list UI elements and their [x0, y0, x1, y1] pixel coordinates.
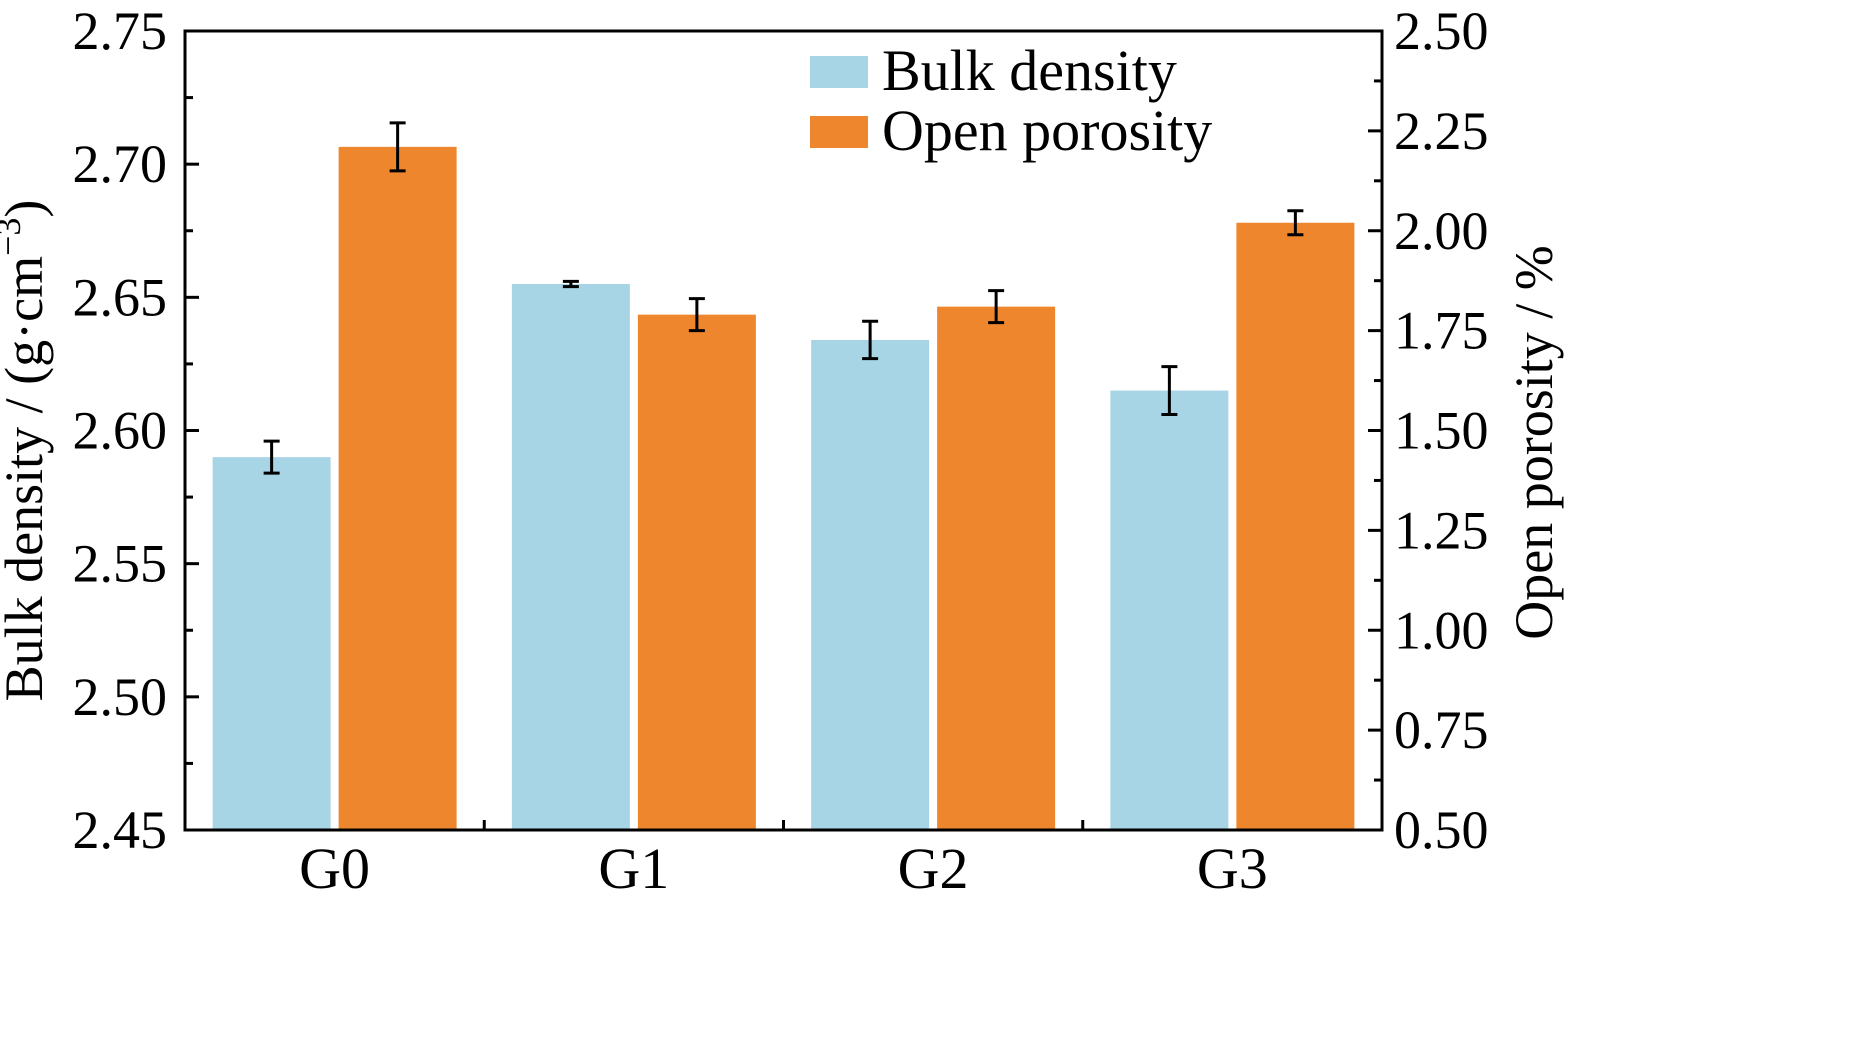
y-axis-left-title: Bulk density / (g·cm−3)	[0, 200, 54, 702]
bars-layer	[212, 146, 1355, 831]
y-left-tick-label: 2.60	[73, 401, 168, 461]
bar-bulk-density-g0	[212, 457, 331, 830]
y-right-tick-label: 0.75	[1394, 700, 1489, 760]
bar-open-porosity-g0	[338, 146, 457, 831]
y-right-tick-label: 1.25	[1394, 500, 1489, 560]
y-right-tick-label: 1.00	[1394, 600, 1489, 660]
x-tick-label-g2: G2	[898, 836, 969, 901]
bar-open-porosity-g2	[937, 306, 1056, 830]
y-left-tick-label: 2.70	[73, 134, 168, 194]
error-bar-open-porosity-g2	[988, 289, 1005, 325]
legend-label-bulk-density: Bulk density	[882, 38, 1177, 103]
legend-swatch-open-porosity	[810, 116, 868, 148]
y-right-tick-label: 2.25	[1394, 101, 1489, 161]
x-tick-label-g0: G0	[299, 836, 370, 901]
y-axis-right-title: Open porosity / %	[1504, 245, 1564, 639]
y-right-tick-label: 0.50	[1394, 800, 1489, 860]
bar-bulk-density-g1	[511, 284, 630, 830]
y-left-tick-label: 2.50	[73, 667, 168, 727]
y-right-tick-label: 1.50	[1394, 401, 1489, 461]
error-bar-bulk-density-g3	[1161, 365, 1178, 417]
error-bar-open-porosity-g0	[389, 121, 406, 173]
y-left-tick-label: 2.65	[73, 267, 168, 327]
ticks-layer: G0 G1 G2 G3 2.45 2.50 2.55 2.60 2.65 2.70 2.75 0.50…	[73, 1, 1489, 901]
error-bar-open-porosity-g1	[688, 297, 705, 333]
bar-bulk-density-g3	[1110, 390, 1229, 830]
y-right-tick-label: 2.50	[1394, 1, 1489, 61]
bar-bulk-density-g2	[811, 339, 930, 830]
error-bar-bulk-density-g0	[263, 439, 280, 475]
legend-label-open-porosity: Open porosity	[882, 98, 1212, 163]
error-bar-open-porosity-g3	[1287, 209, 1304, 237]
error-bars-layer	[263, 121, 1304, 475]
x-tick-label-g3: G3	[1197, 836, 1268, 901]
y-left-tick-label: 2.45	[73, 800, 168, 860]
error-bar-bulk-density-g1	[562, 279, 579, 289]
bar-open-porosity-g3	[1236, 222, 1355, 830]
y-left-tick-label: 2.55	[73, 534, 168, 594]
bar-open-porosity-g1	[637, 314, 756, 830]
y-right-tick-label: 2.00	[1394, 201, 1489, 261]
y-left-tick-label: 2.75	[73, 1, 168, 61]
x-tick-label-g1: G1	[598, 836, 669, 901]
error-bar-bulk-density-g2	[862, 319, 879, 361]
legend-swatch-bulk-density	[810, 56, 868, 88]
legend: Bulk density Open porosity	[810, 38, 1212, 163]
y-right-tick-label: 1.75	[1394, 301, 1489, 361]
